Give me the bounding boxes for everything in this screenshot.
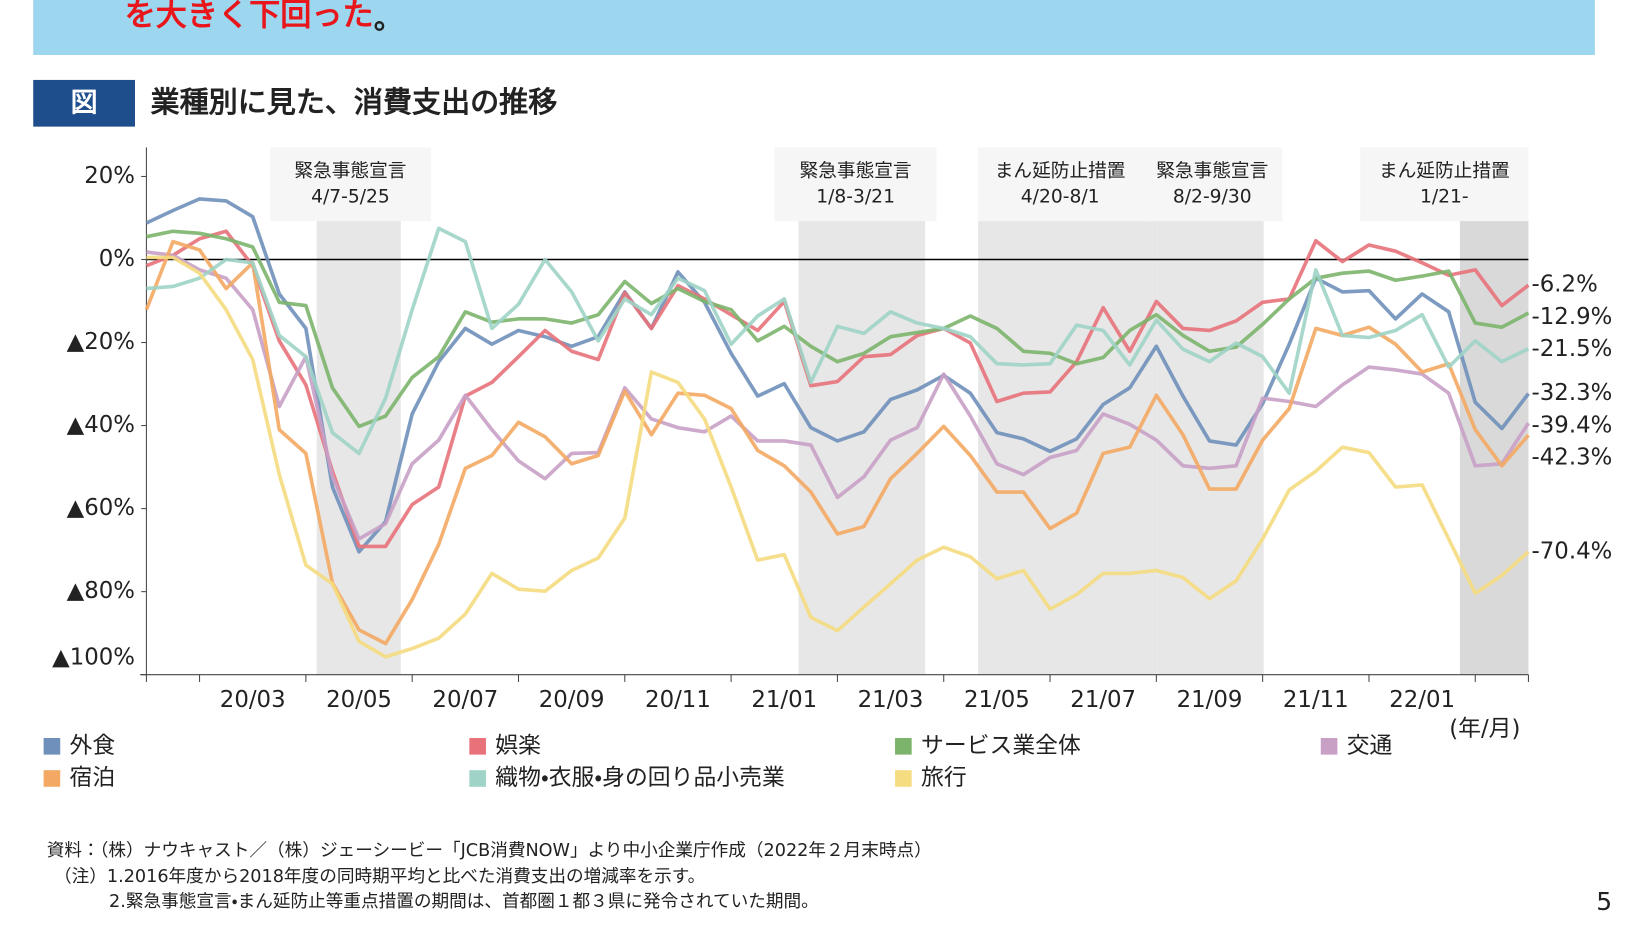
x-tick-label: 20/09 xyxy=(539,687,605,713)
period-label: 緊急事態宣言 xyxy=(800,161,912,182)
label-box xyxy=(1142,147,1283,222)
period-dates: 1/8-3/21 xyxy=(816,187,895,208)
x-tick-label: 20/05 xyxy=(326,687,392,713)
period-label: 緊急事態宣言 xyxy=(1156,161,1268,182)
figure-label-box xyxy=(33,79,135,127)
value-label: -42.3% xyxy=(1532,444,1613,470)
legend-label: 旅行 xyxy=(921,765,967,791)
y-tick-label: ▲100% xyxy=(52,645,135,671)
label-box xyxy=(978,147,1143,222)
figure-label: 図 xyxy=(71,87,98,118)
legend-label: サービス業全体 xyxy=(921,733,1081,759)
period-label: まん延防止措置 xyxy=(1379,161,1510,182)
value-label: -21.5% xyxy=(1532,336,1613,362)
plot-area: 緊急事態宣言 4/7-5/25 緊急事態宣言 1/8-3/21 まん延防止措置 4/20-… xyxy=(43,147,1613,791)
period-shade xyxy=(1157,221,1264,675)
chart-title: 業種別に見た、消費支出の推移 xyxy=(151,85,558,119)
legend-swatch xyxy=(469,770,486,787)
label-box xyxy=(774,147,937,222)
y-tick-label: ▲80% xyxy=(67,578,135,604)
y-tick-label: ▲60% xyxy=(67,495,135,521)
legend-label: 織物・衣服・身の回り品小売業 xyxy=(495,765,785,791)
x-tick-label: 21/07 xyxy=(1070,687,1136,713)
legend-swatch xyxy=(43,738,61,755)
label-box xyxy=(1360,147,1529,222)
page-number: 5 xyxy=(1596,887,1612,916)
series-line xyxy=(145,197,1530,554)
note: （注）1.2016年度から2018年度の同時期平均と比べた消費支出の増減率を示す… xyxy=(54,866,705,887)
series-line xyxy=(146,250,1530,541)
x-tick-label: 21/05 xyxy=(964,687,1030,713)
series-line xyxy=(144,239,1530,646)
x-axis-unit: (年/月) xyxy=(1449,716,1520,742)
period-dates: 1/21- xyxy=(1420,187,1469,208)
source-note: 資料：（株）ナウキャスト／（株）ジェーシービー「JCB消費NOW」より中小企業庁… xyxy=(47,840,932,861)
x-tick-label: 21/01 xyxy=(751,687,817,713)
banner-text: を大きく下回った xyxy=(125,0,374,34)
value-label: -32.3% xyxy=(1532,380,1613,406)
legend-label: 外食 xyxy=(70,733,116,759)
y-tick-label: ▲40% xyxy=(67,412,135,438)
x-tick-label: 20/03 xyxy=(220,687,286,713)
legend-swatch xyxy=(469,738,486,755)
period-label: まん延防止措置 xyxy=(995,161,1126,182)
x-tick-label: 21/03 xyxy=(858,687,924,713)
value-label: -6.2% xyxy=(1532,272,1598,298)
x-tick-label: 22/01 xyxy=(1389,687,1455,713)
series-line xyxy=(146,255,1530,659)
legend-swatch xyxy=(1320,738,1338,755)
legend-swatch xyxy=(43,770,61,787)
x-tick-label: 21/09 xyxy=(1177,687,1243,713)
x-tick-label: 20/11 xyxy=(645,687,711,713)
value-label: -70.4% xyxy=(1532,538,1613,564)
value-label: -12.9% xyxy=(1532,304,1613,330)
period-dates: 4/7-5/25 xyxy=(311,187,390,208)
series-line xyxy=(145,229,1530,549)
banner-end: 。 xyxy=(374,2,403,36)
period-label: 緊急事態宣言 xyxy=(294,161,406,182)
legend-swatch xyxy=(895,738,912,755)
period-dates: 4/20-8/1 xyxy=(1021,187,1100,208)
x-tick-label: 20/07 xyxy=(432,687,498,713)
legend-label: 宿泊 xyxy=(70,765,116,791)
period-dates: 8/2-9/30 xyxy=(1173,187,1252,208)
y-tick-label: 0% xyxy=(99,246,135,272)
legend-swatch xyxy=(895,770,912,787)
note: 2.緊急事態宣言・まん延防止等重点措置の期間は、首都圏１都３県に発令されていた期… xyxy=(109,891,819,912)
legend-label: 娯楽 xyxy=(495,733,541,759)
legend-label: 交通 xyxy=(1347,733,1393,759)
value-label: -39.4% xyxy=(1532,412,1613,438)
series-line xyxy=(146,226,1530,456)
y-tick-label: ▲20% xyxy=(67,329,135,355)
period-shade xyxy=(316,221,401,675)
y-tick-label: 20% xyxy=(84,163,135,189)
label-box xyxy=(269,147,431,222)
banner xyxy=(33,0,1595,56)
x-tick-label: 21/11 xyxy=(1283,687,1349,713)
period-shade xyxy=(798,221,926,675)
